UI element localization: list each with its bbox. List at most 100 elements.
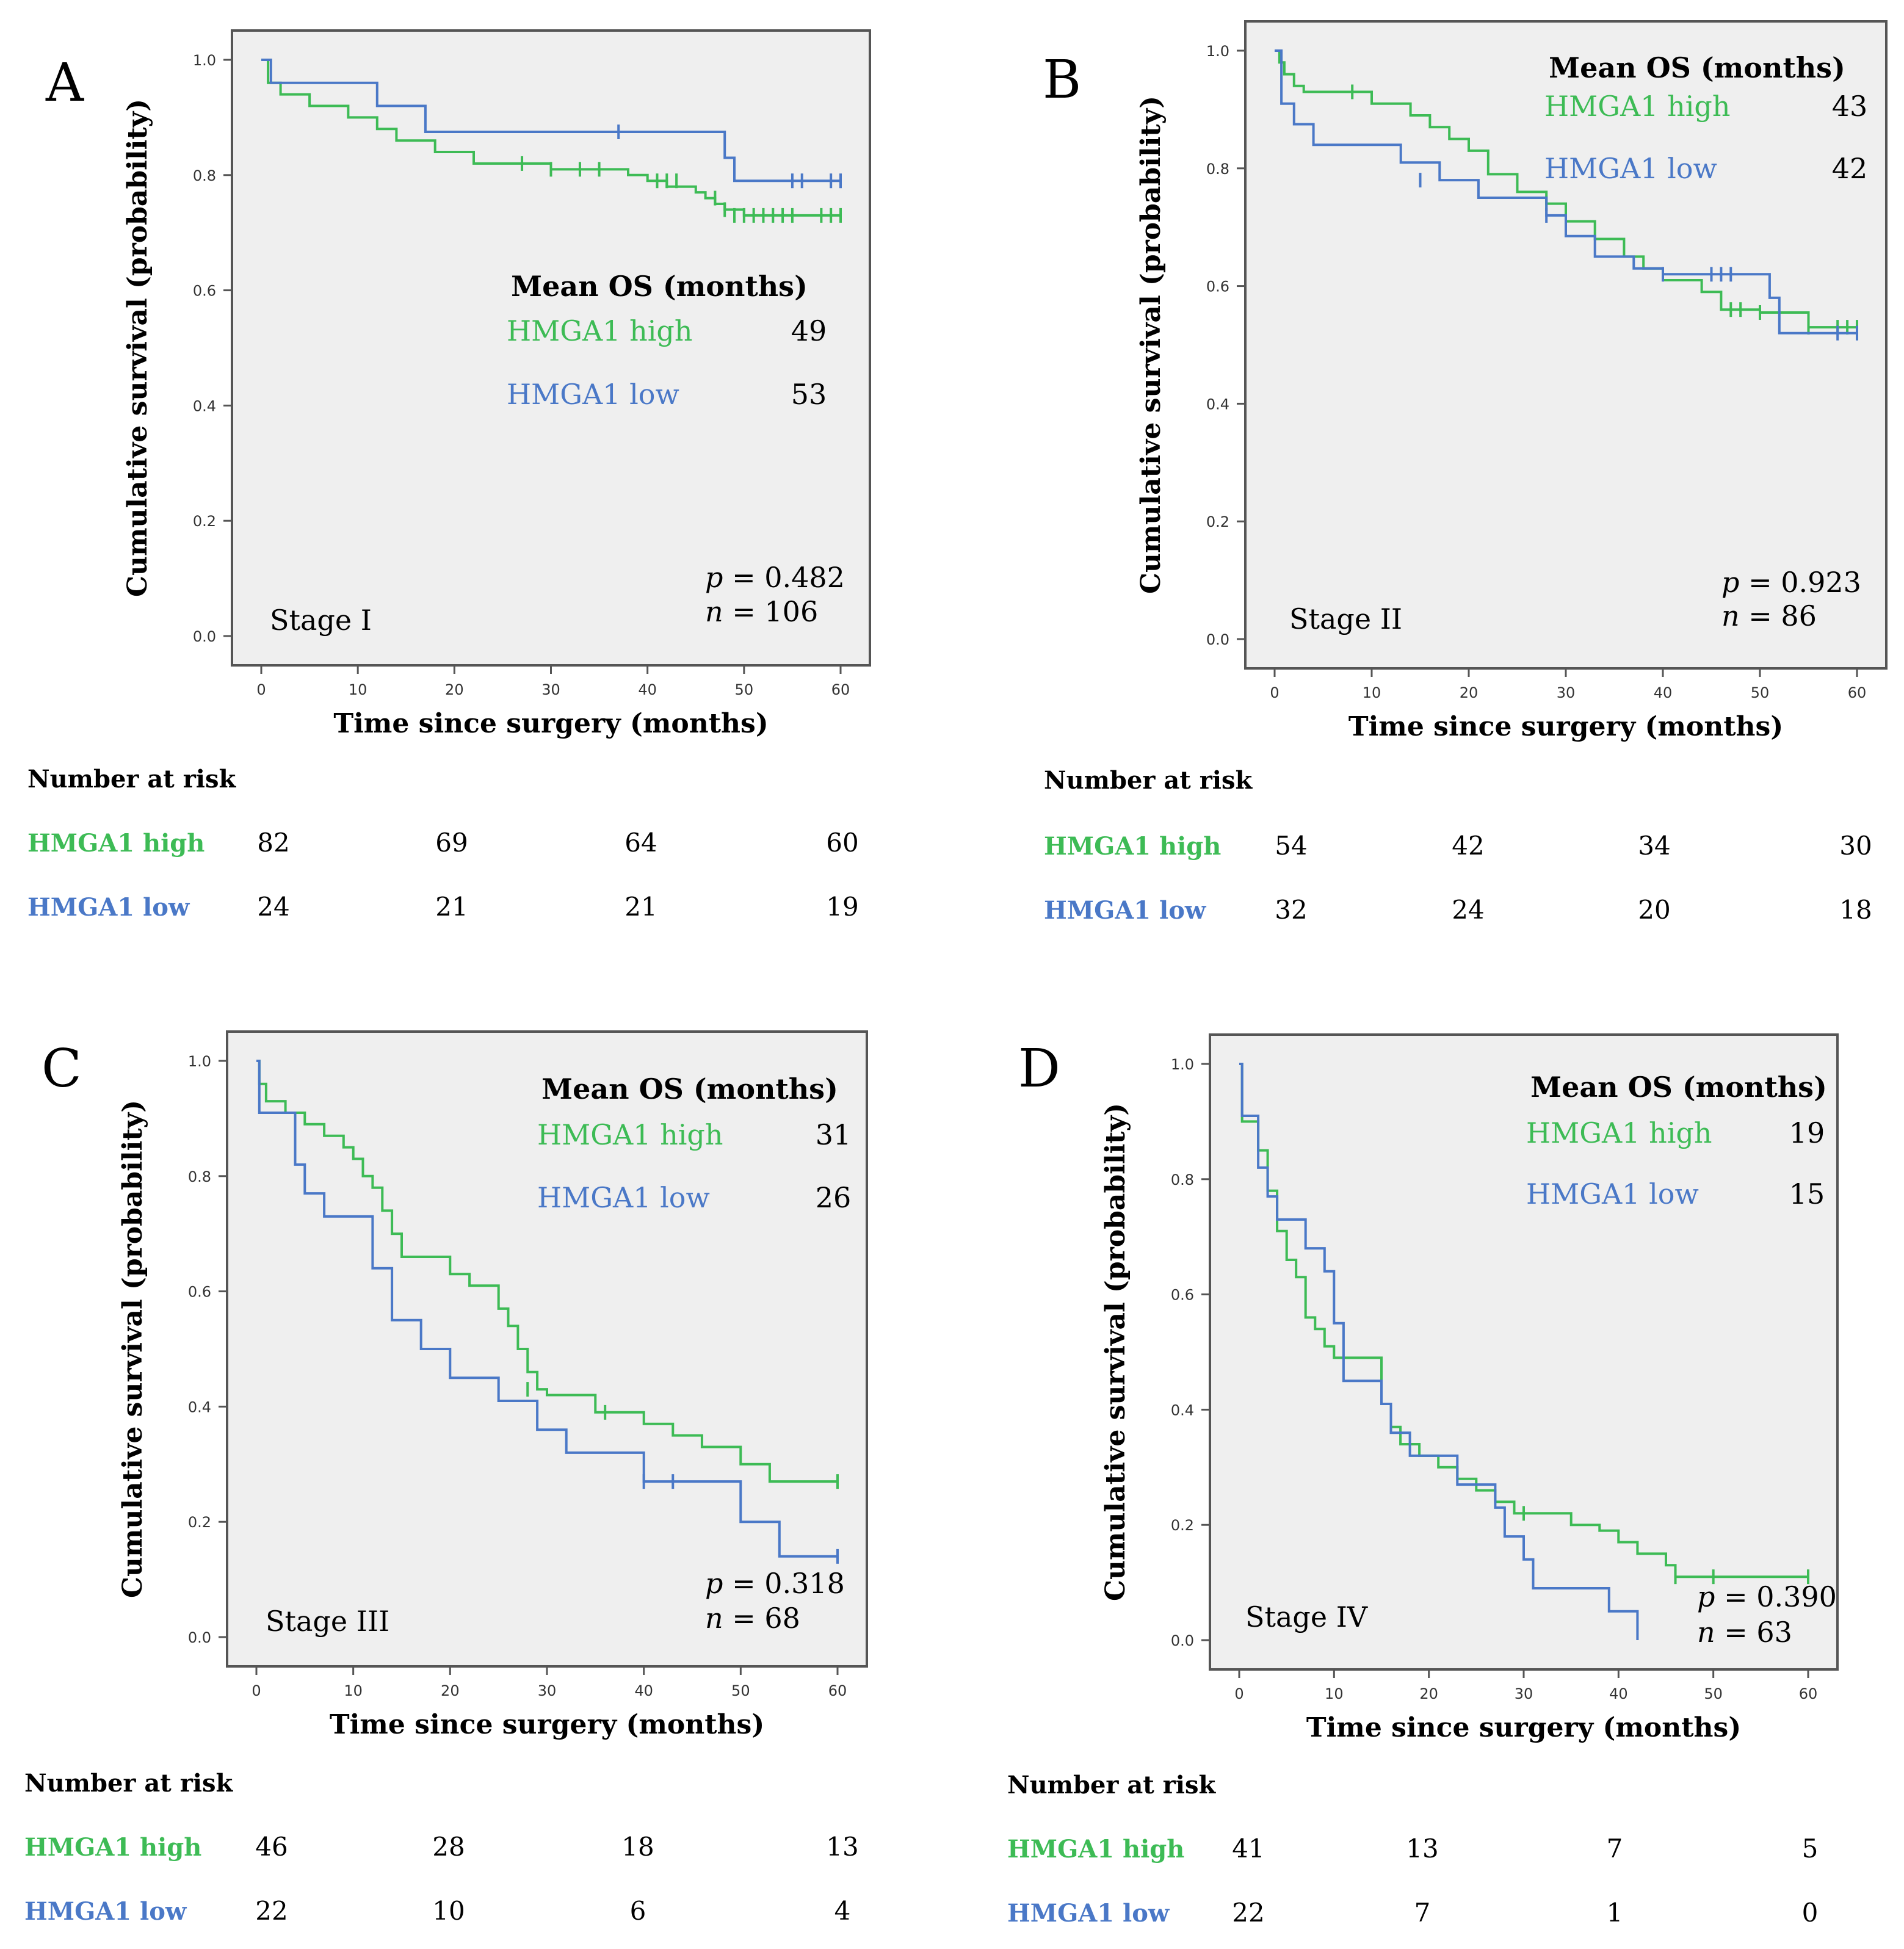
panel-c-stage-label: Stage III xyxy=(266,1605,389,1638)
x-tick-label: 60 xyxy=(1848,684,1867,701)
y-tick-label: 0.8 xyxy=(188,1168,211,1185)
panel-d-n-value: n = 63 xyxy=(1697,1616,1792,1649)
panel-b-p-value: p = 0.923 xyxy=(1721,566,1861,599)
panel-c-legend-low: HMGA1 low xyxy=(537,1181,710,1214)
x-tick-label: 40 xyxy=(1609,1685,1628,1702)
panel-b-y-axis-label: Cumulative survival (probability) xyxy=(1135,96,1167,594)
panel-a-risk-low-count: 19 xyxy=(826,892,858,922)
panel-a-y-axis-label: Cumulative survival (probability) xyxy=(122,99,153,597)
panel-c-series-low-line xyxy=(256,1060,838,1558)
panel-b-risk-title: Number at risk xyxy=(1044,766,1253,795)
x-tick-label: 20 xyxy=(1460,684,1479,701)
x-tick-label: 20 xyxy=(441,1682,460,1699)
x-tick-label: 0 xyxy=(252,1682,261,1699)
panel-b-risk-label-low: HMGA1 low xyxy=(1044,896,1207,925)
panel-b-risk-high-count: 42 xyxy=(1452,831,1484,861)
panel-c-plot-area xyxy=(226,1030,868,1668)
panel-c-p-value: p = 0.318 xyxy=(705,1567,845,1600)
panel-c-risk-high-count: 13 xyxy=(826,1832,858,1862)
panel-c-letter: C xyxy=(42,1038,82,1099)
y-tick-label: 1.0 xyxy=(193,52,216,69)
panel-a-x-axis-label: Time since surgery (months) xyxy=(333,708,768,739)
x-tick-label: 10 xyxy=(1363,684,1381,701)
y-tick-label: 0.2 xyxy=(188,1514,211,1531)
panel-d-x-axis-label: Time since surgery (months) xyxy=(1306,1712,1741,1743)
y-tick-label: 0.2 xyxy=(193,513,216,530)
panel-d-letter: D xyxy=(1018,1038,1060,1099)
panel-b-mean-os-high: 43 xyxy=(1832,90,1868,123)
panel-c-risk-title: Number at risk xyxy=(24,1769,233,1798)
x-tick-label: 60 xyxy=(1799,1685,1818,1702)
panel-d-risk-low-count: 22 xyxy=(1232,1898,1264,1928)
panel-c-mean-os-title: Mean OS (months) xyxy=(541,1072,838,1105)
panel-b-risk-low-count: 32 xyxy=(1275,895,1307,925)
x-tick-label: 0 xyxy=(1270,684,1279,701)
panel-a-risk-high-count: 60 xyxy=(826,828,858,858)
panel-a-letter: A xyxy=(45,52,84,114)
panel-c-mean-os-low: 26 xyxy=(816,1181,852,1214)
panel-a-risk-low-count: 24 xyxy=(257,892,289,922)
y-tick-label: 0.4 xyxy=(188,1398,211,1416)
y-tick-label: 1.0 xyxy=(188,1053,211,1070)
panel-b-risk-low-count: 18 xyxy=(1839,895,1872,925)
y-tick-label: 0.0 xyxy=(1171,1632,1194,1649)
panel-c-n-value: n = 68 xyxy=(705,1602,800,1635)
panel-a-mean-os-low: 53 xyxy=(791,378,827,411)
panel-b-risk-high-count: 34 xyxy=(1638,831,1670,861)
panel-c-series-high-line xyxy=(256,1060,838,1483)
panel-a-series-low-line xyxy=(261,59,841,183)
panel-c-risk-low-count: 10 xyxy=(432,1896,465,1926)
panel-c-risk-low-count: 22 xyxy=(255,1896,288,1926)
y-tick-label: 0.0 xyxy=(1206,631,1229,648)
panel-d-risk-label-low: HMGA1 low xyxy=(1007,1899,1170,1928)
panel-a-n-value: n = 106 xyxy=(705,595,818,628)
panel-b: B 0.0 0.2 0.4 0.6 0.8 1.0 0 10 20 30 40 50 60 Time sin… xyxy=(1043,20,1888,925)
panel-b-risk-high-count: 30 xyxy=(1839,831,1872,861)
y-tick-label: 0.2 xyxy=(1206,513,1229,530)
x-tick-label: 0 xyxy=(256,681,266,698)
panel-d-mean-os-low: 15 xyxy=(1789,1177,1825,1210)
panel-d-risk-low-count: 1 xyxy=(1607,1898,1623,1928)
x-tick-label: 50 xyxy=(731,1682,750,1699)
panel-d-legend-high: HMGA1 high xyxy=(1526,1116,1712,1149)
panel-a: A 0.0 0.2 0.4 0.6 0.8 1.0 0 10 20 30 40 50 60 Time sin… xyxy=(27,29,871,922)
x-tick-label: 0 xyxy=(1234,1685,1243,1702)
panel-b-risk-low-count: 24 xyxy=(1452,895,1484,925)
panel-d-mean-os-title: Mean OS (months) xyxy=(1530,1071,1827,1104)
panel-c-risk-low-count: 6 xyxy=(630,1896,646,1926)
y-tick-label: 0.4 xyxy=(193,397,216,414)
x-tick-label: 50 xyxy=(735,681,754,698)
panel-a-p-value: p = 0.482 xyxy=(705,561,845,594)
panel-d-risk-high-count: 13 xyxy=(1406,1834,1438,1864)
x-tick-label: 10 xyxy=(1325,1685,1344,1702)
panel-a-risk-low-count: 21 xyxy=(624,892,657,922)
panel-c: C 0.0 0.2 0.4 0.6 0.8 1.0 0 10 20 30 40 50 60 Time sin… xyxy=(24,1030,868,1926)
panel-d-legend-low: HMGA1 low xyxy=(1526,1177,1699,1210)
panel-d-risk-low-count: 7 xyxy=(1414,1898,1431,1928)
y-tick-label: 0.0 xyxy=(188,1629,211,1646)
x-tick-label: 10 xyxy=(349,681,367,698)
y-tick-label: 0.4 xyxy=(1171,1401,1194,1419)
panel-b-risk-label-high: HMGA1 high xyxy=(1044,832,1221,861)
y-tick-label: 0.6 xyxy=(1171,1287,1194,1304)
x-tick-label: 20 xyxy=(445,681,464,698)
x-tick-label: 20 xyxy=(1419,1685,1438,1702)
panel-c-risk-low-count: 4 xyxy=(834,1896,851,1926)
panel-b-risk-low-count: 20 xyxy=(1638,895,1670,925)
y-tick-label: 0.4 xyxy=(1206,396,1229,413)
panel-c-risk-label-high: HMGA1 high xyxy=(24,1833,201,1862)
x-tick-label: 30 xyxy=(1557,684,1576,701)
x-tick-label: 30 xyxy=(538,1682,557,1699)
panel-b-plot-area xyxy=(1244,20,1888,670)
panel-d-stage-label: Stage IV xyxy=(1245,1600,1368,1633)
panel-b-legend-low: HMGA1 low xyxy=(1544,152,1717,185)
panel-b-legend-high: HMGA1 high xyxy=(1544,90,1730,123)
panel-d-risk-low-count: 0 xyxy=(1802,1898,1819,1928)
panel-b-stage-label: Stage II xyxy=(1289,602,1402,635)
panel-a-risk-title: Number at risk xyxy=(27,765,236,794)
x-tick-label: 40 xyxy=(638,681,657,698)
panel-c-y-axis-label: Cumulative survival (probability) xyxy=(117,1100,148,1598)
panel-d-series-low-line xyxy=(1239,1063,1639,1640)
